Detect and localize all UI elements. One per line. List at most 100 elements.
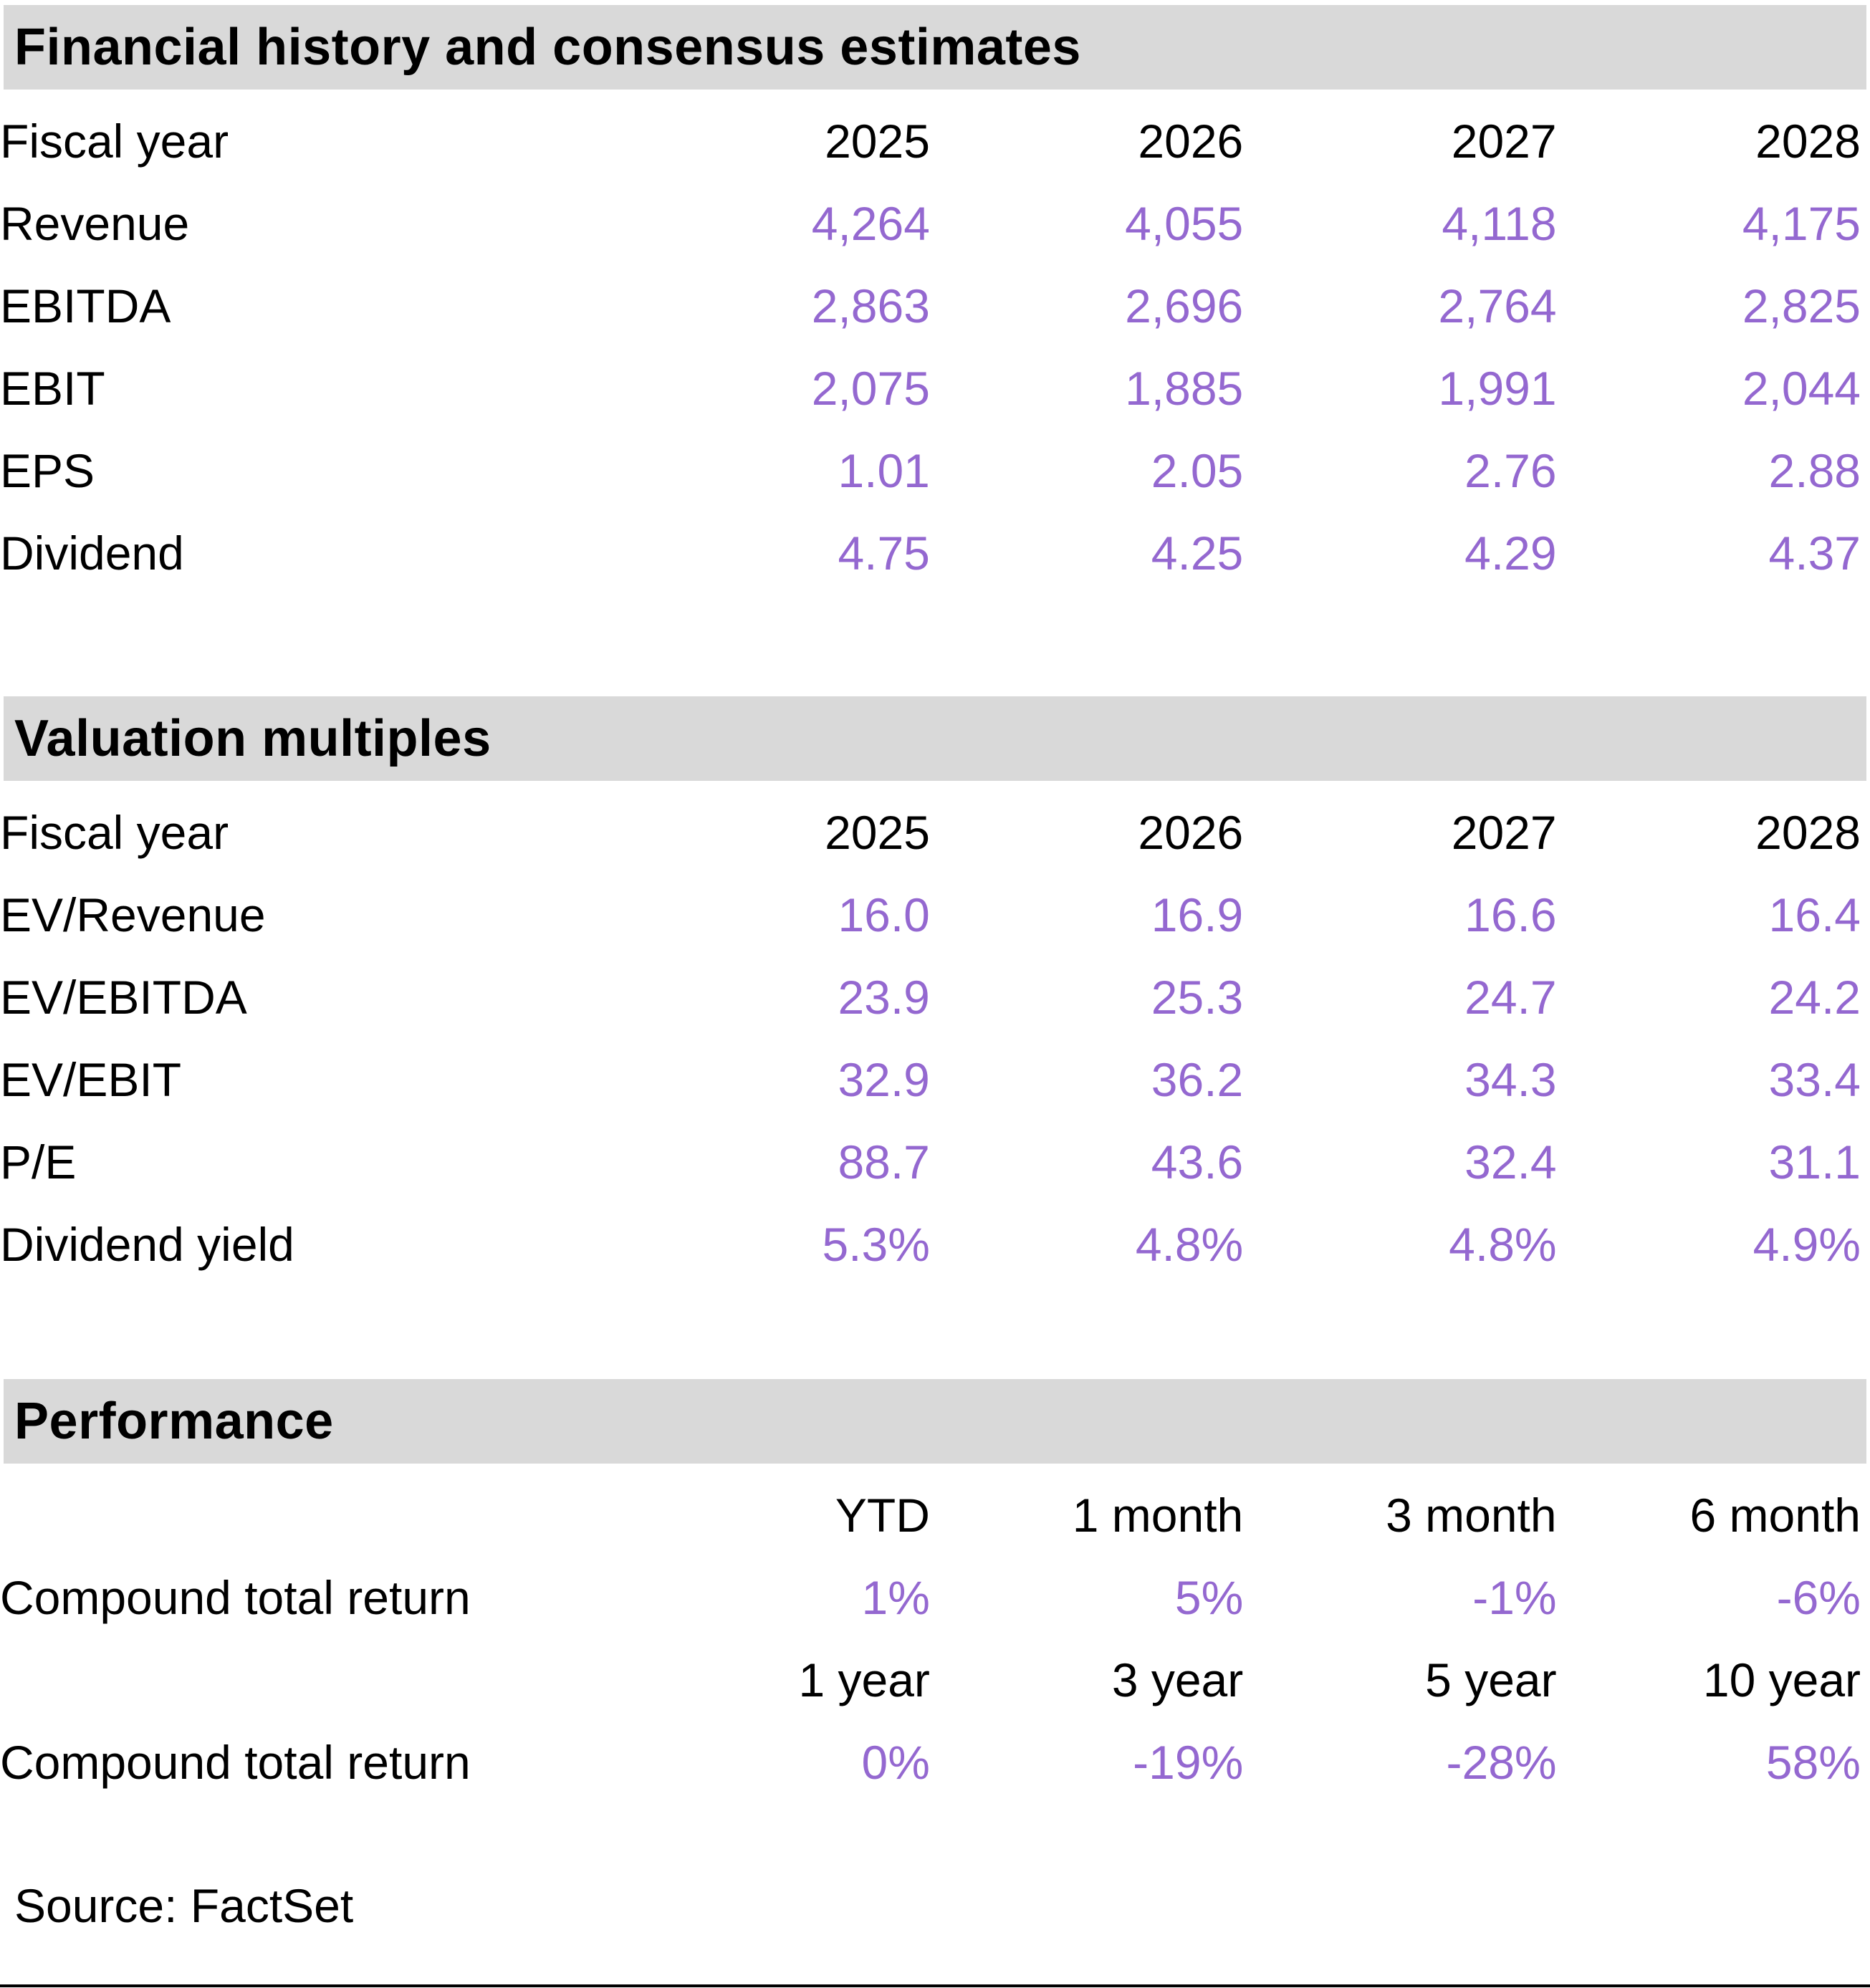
table-row-ebitda: EBITDA 2,863 2,696 2,764 2,825: [0, 264, 1870, 347]
cell-value: 16.4: [1768, 888, 1861, 941]
table-row-ebit: EBIT 2,075 1,885 1,991 2,044: [0, 347, 1870, 429]
period-column-header: 1 year: [798, 1653, 930, 1706]
cell-value: 1%: [861, 1570, 930, 1624]
year-column-header: 2028: [1755, 114, 1861, 168]
cell-value: 2.88: [1768, 443, 1861, 497]
cell-value: 36.2: [1151, 1052, 1244, 1106]
table-row-compound-total-return-short: Compound total return 1% 5% -1% -6%: [0, 1556, 1870, 1638]
row-label: Fiscal year: [0, 805, 229, 859]
cell-value: 4.37: [1768, 526, 1861, 580]
table-row-dividend-yield: Dividend yield 5.3% 4.8% 4.8% 4.9%: [0, 1203, 1870, 1285]
cell-value: 2,696: [1125, 279, 1244, 332]
cell-value: 88.7: [838, 1135, 930, 1189]
cell-value: 4.25: [1151, 526, 1244, 580]
section-title: Financial history and consensus estimate…: [14, 19, 1081, 76]
cell-value: 4.8%: [1449, 1217, 1557, 1271]
table-row-revenue: Revenue 4,264 4,055 4,118 4,175: [0, 182, 1870, 264]
cell-value: -19%: [1133, 1735, 1244, 1789]
cell-value: 33.4: [1768, 1052, 1861, 1106]
period-column-header: 5 year: [1425, 1653, 1557, 1706]
financial-history-table: Fiscal year 2025 2026 2027 2028 Revenue …: [0, 100, 1870, 594]
source-note: Source: FactSet: [14, 1879, 354, 1932]
cell-value: 16.6: [1464, 888, 1557, 941]
row-label: Compound total return: [0, 1735, 471, 1789]
cell-value: -28%: [1446, 1735, 1557, 1789]
cell-value: 1.01: [838, 443, 930, 497]
row-label: EBIT: [0, 361, 105, 415]
row-label: EV/EBIT: [0, 1052, 182, 1106]
cell-value: 4.29: [1464, 526, 1557, 580]
row-label: P/E: [0, 1135, 77, 1189]
performance-table: YTD 1 month 3 month 6 month Compound tot…: [0, 1474, 1870, 1803]
cell-value: 2,044: [1742, 361, 1861, 415]
table-row-ev-ebitda: EV/EBITDA 23.9 25.3 24.7 24.2: [0, 956, 1870, 1038]
year-column-header: 2027: [1451, 805, 1557, 859]
cell-value: 4,264: [811, 196, 930, 250]
cell-value: 1,885: [1125, 361, 1244, 415]
year-column-header: 2026: [1138, 805, 1244, 859]
period-column-header: 1 month: [1072, 1488, 1244, 1542]
cell-value: 16.0: [838, 888, 930, 941]
cell-value: 1,991: [1438, 361, 1557, 415]
year-column-header: 2025: [825, 114, 930, 168]
year-column-header: 2025: [825, 805, 930, 859]
cell-value: 34.3: [1464, 1052, 1557, 1106]
period-column-header: YTD: [835, 1488, 930, 1542]
cell-value: 5.3%: [822, 1217, 930, 1271]
row-label: EPS: [0, 443, 95, 497]
year-column-header: 2026: [1138, 114, 1244, 168]
cell-value: 25.3: [1151, 970, 1244, 1024]
row-label: Fiscal year: [0, 114, 229, 168]
row-label: EV/EBITDA: [0, 970, 247, 1024]
section-title: Performance: [14, 1393, 334, 1450]
cell-value: 4,055: [1125, 196, 1244, 250]
cell-value: 2,764: [1438, 279, 1557, 332]
cell-value: 0%: [861, 1735, 930, 1789]
section-header-valuation-multiples: Valuation multiples: [4, 696, 1866, 781]
cell-value: 4.75: [838, 526, 930, 580]
row-label: Dividend yield: [0, 1217, 294, 1271]
row-label: EBITDA: [0, 279, 171, 332]
table-header-row: Fiscal year 2025 2026 2027 2028: [0, 100, 1870, 182]
cell-value: 4.8%: [1135, 1217, 1244, 1271]
cell-value: 24.7: [1464, 970, 1557, 1024]
period-column-header: 6 month: [1689, 1488, 1861, 1542]
cell-value: 31.1: [1768, 1135, 1861, 1189]
cell-value: 43.6: [1151, 1135, 1244, 1189]
table-row-dividend: Dividend 4.75 4.25 4.29 4.37: [0, 512, 1870, 594]
period-column-header: 10 year: [1702, 1653, 1861, 1706]
cell-value: 2,863: [811, 279, 930, 332]
cell-value: 24.2: [1768, 970, 1861, 1024]
section-header-performance: Performance: [4, 1379, 1866, 1464]
cell-value: 16.9: [1151, 888, 1244, 941]
period-column-header: 3 month: [1386, 1488, 1557, 1542]
row-label: Revenue: [0, 196, 190, 250]
cell-value: 32.9: [838, 1052, 930, 1106]
cell-value: 2.05: [1151, 443, 1244, 497]
cell-value: -6%: [1776, 1570, 1861, 1624]
table-row-ev-ebit: EV/EBIT 32.9 36.2 34.3 33.4: [0, 1038, 1870, 1120]
table-row-eps: EPS 1.01 2.05 2.76 2.88: [0, 429, 1870, 512]
period-column-header: 3 year: [1111, 1653, 1244, 1706]
cell-value: 2,825: [1742, 279, 1861, 332]
table-header-row: Fiscal year 2025 2026 2027 2028: [0, 791, 1870, 873]
year-column-header: 2027: [1451, 114, 1557, 168]
cell-value: 4.9%: [1752, 1217, 1861, 1271]
valuation-multiples-table: Fiscal year 2025 2026 2027 2028 EV/Reven…: [0, 791, 1870, 1285]
cell-value: 2,075: [811, 361, 930, 415]
bottom-divider: [0, 1984, 1870, 1987]
cell-value: 23.9: [838, 970, 930, 1024]
section-title: Valuation multiples: [14, 710, 492, 767]
row-label: EV/Revenue: [0, 888, 266, 941]
cell-value: 2.76: [1464, 443, 1557, 497]
cell-value: 4,175: [1742, 196, 1861, 250]
cell-value: -1%: [1472, 1570, 1557, 1624]
cell-value: 58%: [1765, 1735, 1861, 1789]
cell-value: 32.4: [1464, 1135, 1557, 1189]
cell-value: 4,118: [1442, 196, 1557, 250]
row-label: [0, 1638, 617, 1721]
row-label: [0, 1474, 617, 1556]
row-label: Compound total return: [0, 1570, 471, 1624]
table-row-pe: P/E 88.7 43.6 32.4 31.1: [0, 1120, 1870, 1203]
